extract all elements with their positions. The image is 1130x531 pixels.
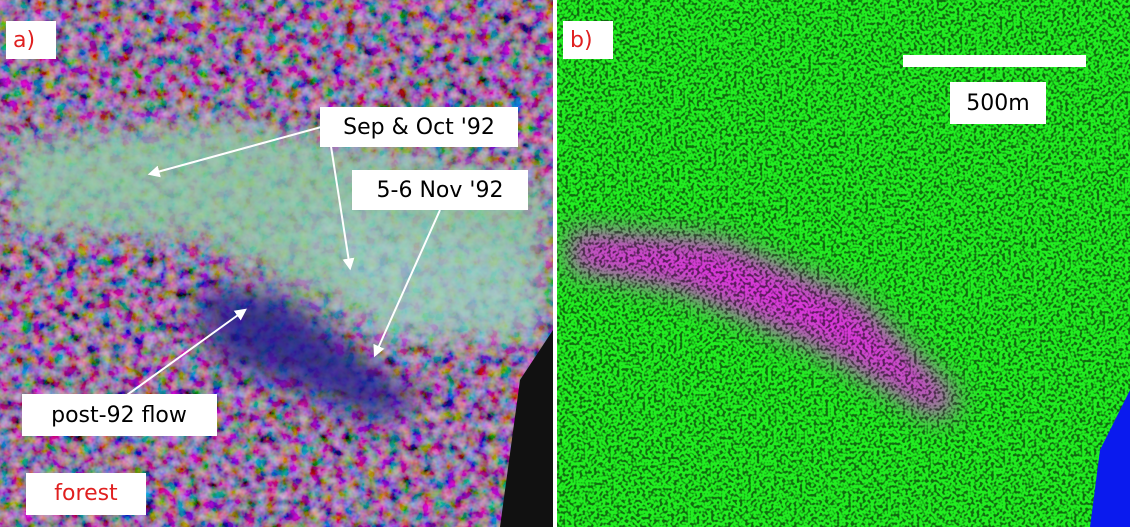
annotation: forest [54, 481, 118, 506]
panel-label: b) [570, 28, 593, 53]
annotation: 5-6 Nov '92 [377, 178, 504, 203]
scale-bar [903, 55, 1086, 67]
scale-label: 500m [966, 91, 1029, 116]
panel-a [0, 0, 553, 527]
figure: a) b) Sep & Oct '92 5-6 Nov '92 post-92 … [0, 0, 1130, 527]
annotation: post-92 flow [51, 403, 187, 428]
panel-label: a) [13, 28, 35, 53]
annotation: Sep & Oct '92 [343, 115, 495, 140]
panel-b [557, 0, 1130, 527]
